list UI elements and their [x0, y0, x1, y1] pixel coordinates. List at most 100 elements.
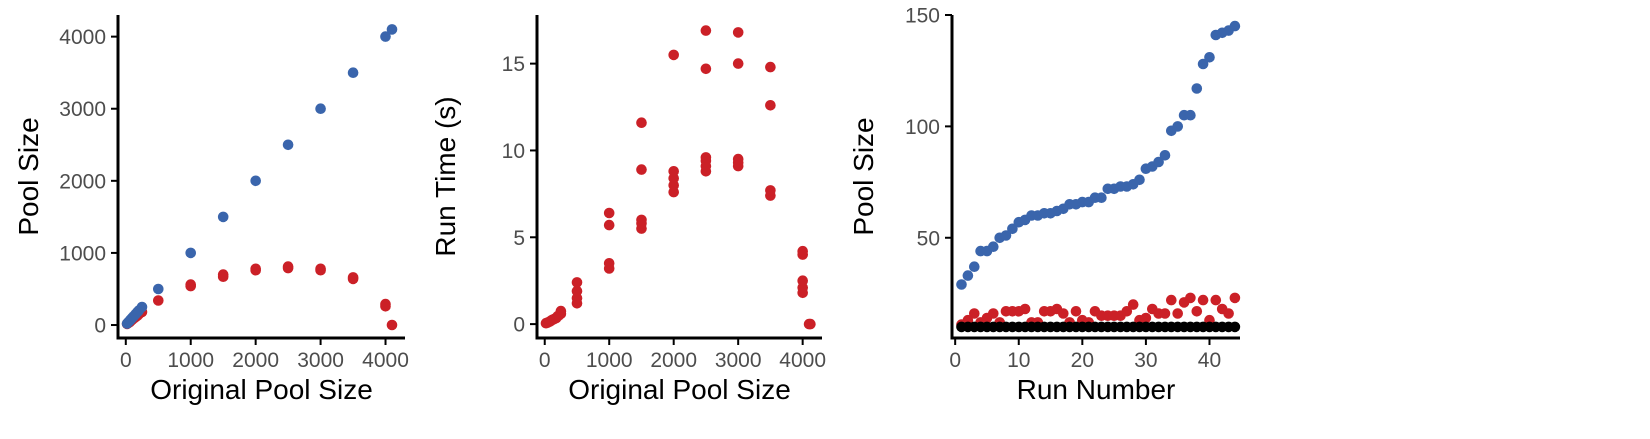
y-axis-title: Run Time (s)	[430, 96, 461, 256]
data-point-series-0-23	[636, 117, 647, 128]
x-axis-title: Original Pool Size	[150, 374, 373, 405]
data-point-series-0-31	[1153, 156, 1164, 168]
data-point-series-0-7	[1000, 230, 1012, 241]
x-tick-label: 10	[1007, 349, 1030, 372]
x-tick-label: 3000	[297, 349, 344, 372]
data-point-series-0-43	[1229, 20, 1241, 32]
data-point-series-1-26	[1121, 306, 1133, 317]
x-tick-label: 20	[1071, 349, 1094, 372]
data-point-series-1-15	[315, 103, 326, 114]
x-tick-label: 0	[949, 349, 961, 372]
data-point-series-1-36	[1185, 292, 1196, 304]
data-point-series-1-17	[380, 31, 391, 42]
y-axis-title: Pool Size	[13, 117, 44, 235]
data-point-series-0-25	[386, 319, 398, 331]
data-point-series-1-5	[988, 308, 999, 319]
data-point-series-1-27	[1127, 299, 1139, 310]
data-point-series-0-13	[571, 285, 583, 297]
data-point-series-0-0	[956, 279, 967, 290]
data-point-series-0-36	[1185, 109, 1196, 121]
data-point-series-1-38	[1197, 294, 1209, 306]
x-axis-title: Original Pool Size	[568, 374, 791, 405]
x-axis-title: Run Number	[1017, 374, 1176, 405]
data-point-series-1-18	[1070, 306, 1082, 317]
data-point-series-0-20	[315, 263, 326, 275]
data-point-series-1-42	[1223, 308, 1234, 319]
data-point-series-1-18	[386, 24, 398, 35]
data-point-series-0-14	[571, 277, 583, 288]
data-point-series-0-32	[700, 152, 712, 163]
x-tick-label: 2000	[650, 349, 697, 372]
y-tick-label: 1000	[59, 242, 106, 265]
data-point-series-0-14	[217, 269, 229, 280]
data-point-series-1-32	[1159, 308, 1171, 319]
y-tick-label: 50	[917, 227, 940, 250]
x-tick-label: 2000	[232, 349, 279, 372]
y-tick-label: 3000	[59, 98, 106, 121]
x-tick-label: 1000	[586, 349, 633, 372]
data-point-series-1-37	[1191, 306, 1203, 317]
data-point-series-0-38	[1197, 58, 1209, 70]
data-point-series-0-22	[347, 272, 359, 283]
data-point-series-1-9	[136, 301, 148, 313]
data-point-series-0-43	[765, 61, 776, 73]
data-point-series-0-48	[797, 245, 808, 257]
data-point-series-0-12	[185, 279, 196, 290]
x-tick-label: 40	[1198, 349, 1221, 372]
x-tick-label: 4000	[779, 349, 826, 372]
y-tick-label: 5	[513, 227, 525, 250]
data-point-series-0-16	[603, 258, 615, 269]
y-axis-title: Pool Size	[848, 117, 879, 235]
data-point-series-0-33	[700, 63, 712, 75]
data-point-series-0-37	[732, 153, 744, 165]
data-point-series-1-43	[1229, 292, 1241, 304]
data-point-series-0-22	[1096, 192, 1107, 203]
y-tick-label: 150	[905, 5, 940, 28]
y-tick-label: 0	[94, 315, 106, 338]
data-point-series-0-2	[969, 261, 980, 273]
data-point-series-1-33	[1166, 294, 1177, 306]
x-tick-label: 0	[539, 349, 551, 372]
data-point-series-0-46	[797, 275, 808, 287]
data-point-series-0-37	[1191, 83, 1203, 94]
data-point-series-0-5	[988, 241, 999, 252]
y-tick-label: 10	[502, 140, 525, 163]
data-point-series-1-29	[1140, 312, 1152, 324]
data-point-series-0-41	[765, 185, 776, 196]
x-tick-label: 3000	[715, 349, 762, 372]
data-point-series-0-50	[805, 318, 816, 330]
data-point-series-1-11	[185, 247, 196, 259]
data-point-series-0-27	[668, 166, 679, 177]
x-tick-label: 1000	[167, 349, 214, 372]
data-point-series-1-16	[1058, 308, 1069, 319]
y-tick-label: 15	[502, 53, 525, 76]
panel-pool-size-vs-original: 0 1000 2000 3000 400001000200030004000Origin…	[13, 15, 409, 405]
data-point-series-1-40	[1210, 294, 1222, 306]
panel-pool-size-vs-run-number: 0 10 20 30 40 50 100 150 Run Number Pool Size	[848, 5, 1241, 405]
data-point-series-0-10	[555, 305, 567, 317]
data-point-series-0-39	[1204, 52, 1215, 63]
data-point-series-2-43	[1229, 321, 1241, 333]
data-point-series-0-8	[1007, 223, 1018, 235]
panel-run-time-vs-original: 0 1000 2000 3000 4000 0 5 10 15 Original Pool Siz…	[430, 15, 826, 405]
data-point-series-1-2	[969, 308, 980, 319]
data-point-series-1-10	[153, 283, 164, 295]
y-tick-label: 4000	[59, 26, 106, 49]
data-point-series-1-34	[1172, 308, 1183, 319]
x-tick-label: 30	[1134, 349, 1157, 372]
data-point-series-0-32	[1159, 150, 1171, 161]
data-point-series-1-13	[250, 175, 261, 187]
data-point-series-1-12	[217, 211, 229, 223]
data-point-series-0-38	[732, 58, 744, 69]
data-point-series-0-18	[603, 207, 615, 219]
data-point-series-0-16	[250, 263, 261, 275]
data-point-series-0-1	[962, 270, 974, 281]
data-point-series-0-34	[700, 25, 712, 36]
y-tick-label: 0	[513, 314, 525, 337]
y-tick-label: 2000	[59, 170, 106, 193]
x-tick-label: 4000	[362, 349, 409, 372]
data-point-series-1-14	[282, 139, 294, 151]
y-tick-label: 100	[905, 116, 940, 139]
data-point-series-0-17	[603, 219, 615, 231]
